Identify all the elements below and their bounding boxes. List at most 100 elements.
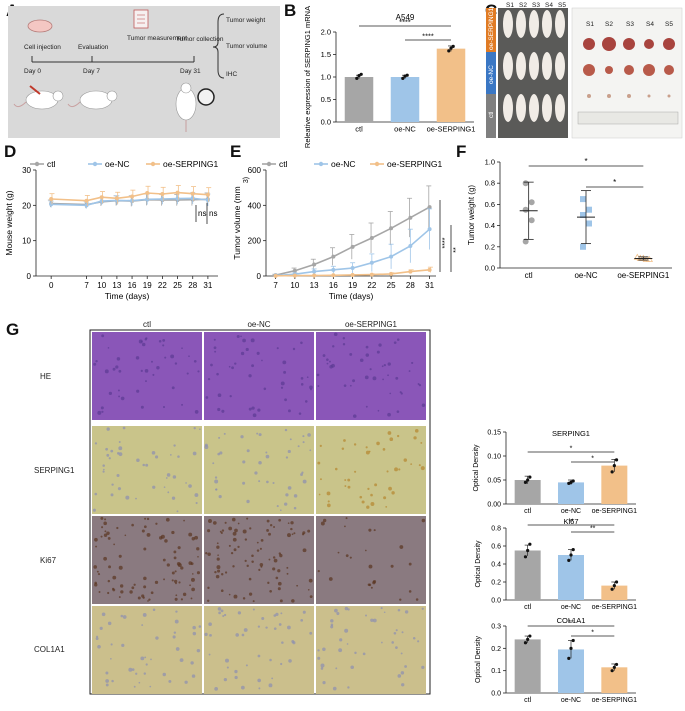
ihc-cell — [93, 362, 97, 366]
ihc-cell — [164, 539, 168, 543]
data-point — [312, 269, 317, 274]
legend-marker — [266, 161, 272, 167]
chart-b-serping1-expression: 0.0 0.5 1.0 1.5 2.0 ctl oe-NC oe-SERPING1 A549 Re… — [303, 6, 475, 148]
data-point — [389, 254, 394, 259]
chart-e-tumor-volume: 0 200 400 600 7 10 13 16 19 22 25 28 31 Time (days) ct… — [232, 159, 460, 301]
ihc-cell — [261, 616, 265, 621]
ihc-cell — [101, 334, 105, 338]
tumor-specimen — [647, 94, 651, 98]
ihc-cell — [144, 656, 147, 659]
ihc-cell — [235, 633, 239, 637]
ihc-cell — [228, 365, 231, 368]
panel-letter-e: E — [230, 142, 241, 161]
ihc-cell — [252, 600, 255, 603]
panel-letter-g: G — [6, 320, 19, 339]
ihc-cell — [173, 550, 177, 554]
group-label-ctl: ctl — [488, 111, 495, 118]
tumor-specimen — [623, 38, 635, 50]
ihc-cell — [344, 606, 349, 611]
ihc-cell — [411, 361, 414, 365]
chart-title: Ki67 — [563, 517, 578, 526]
ihc-cell — [370, 493, 373, 497]
ihc-cell — [399, 391, 402, 394]
ihc-cell — [196, 571, 200, 575]
magnifier-icon — [197, 88, 215, 106]
data-point — [610, 669, 614, 673]
ihc-tile-he-1 — [204, 332, 314, 420]
ihc-cell — [225, 658, 229, 663]
ihc-cell — [98, 591, 101, 593]
data-point — [350, 272, 355, 277]
ihc-cell — [396, 410, 400, 414]
ihc-cell — [240, 685, 245, 690]
x-tick-label: oe-NC — [574, 271, 597, 280]
ihc-cell — [286, 572, 289, 575]
ihc-cell — [94, 442, 98, 445]
y-tick-label: 0.5 — [321, 95, 331, 104]
ihc-cell — [399, 545, 404, 549]
legend-label: oe-SERPING1 — [387, 159, 443, 169]
ihc-cell — [251, 554, 254, 558]
data-point — [145, 197, 150, 202]
mouse-photo-mouse — [542, 10, 552, 38]
ihc-cell — [156, 366, 160, 370]
ihc-cell — [142, 613, 147, 617]
ihc-cell — [108, 391, 113, 396]
ihc-cell — [252, 608, 255, 611]
ihc-cell — [365, 345, 369, 349]
mouse-photo-mouse — [542, 94, 552, 122]
legend-marker — [150, 161, 156, 167]
ihc-cell — [297, 445, 300, 448]
ihc-cell — [322, 647, 326, 652]
ns-label: ns — [209, 209, 217, 218]
ihc-cell — [94, 492, 98, 496]
ihc-cell — [174, 597, 178, 601]
ihc-cell — [176, 561, 181, 566]
ihc-cell — [352, 414, 357, 418]
ihc-cell — [268, 683, 273, 688]
ihc-cell — [214, 479, 219, 484]
legend-marker — [374, 161, 380, 167]
ihc-cell — [131, 523, 134, 527]
ihc-cell — [140, 656, 145, 661]
ihc-cell — [288, 659, 292, 663]
ihc-cell — [94, 583, 98, 587]
significance-label: * — [591, 630, 594, 637]
ihc-cell — [103, 521, 107, 526]
ihc-cell — [289, 438, 292, 441]
ihc-cell — [393, 341, 397, 345]
y-axis-label: Optical Density — [473, 444, 480, 492]
significance-label: **** — [422, 32, 434, 41]
ihc-cell — [403, 458, 408, 462]
ihc-cell — [322, 354, 326, 357]
ihc-cell — [332, 686, 337, 691]
ihc-cell — [304, 400, 308, 403]
ihc-cell — [118, 452, 123, 457]
ihc-cell — [369, 368, 372, 371]
step-cell-injection: Cell injection — [24, 44, 61, 51]
ihc-cell — [269, 658, 272, 662]
legend-marker — [34, 161, 40, 167]
ihc-cell — [190, 562, 194, 566]
ihc-cell — [345, 517, 348, 520]
ihc-cell — [359, 358, 364, 363]
ihc-cell — [309, 631, 313, 635]
significance-label: ** — [453, 247, 460, 253]
ihc-cell — [137, 596, 141, 600]
mouse-col-s5: S5 — [558, 2, 566, 9]
y-axis-label: Releative expression of SERPING1 mRNA — [303, 6, 312, 148]
y-tick-label: 200 — [248, 237, 262, 246]
ihc-cell — [180, 566, 184, 570]
significance-label: ** — [568, 519, 574, 526]
ihc-cell — [260, 538, 264, 542]
x-axis-label: Time (days) — [329, 291, 374, 301]
ihc-col-header-ctl: ctl — [143, 320, 151, 329]
ihc-cell — [216, 565, 221, 570]
ihc-cell — [172, 635, 176, 639]
ihc-cell — [302, 441, 305, 444]
data-point — [571, 479, 575, 483]
ihc-cell — [93, 565, 98, 569]
ihc-col-header-oe-nc: oe-NC — [247, 320, 270, 329]
ihc-cell — [191, 674, 196, 678]
ihc-cell — [276, 347, 279, 350]
